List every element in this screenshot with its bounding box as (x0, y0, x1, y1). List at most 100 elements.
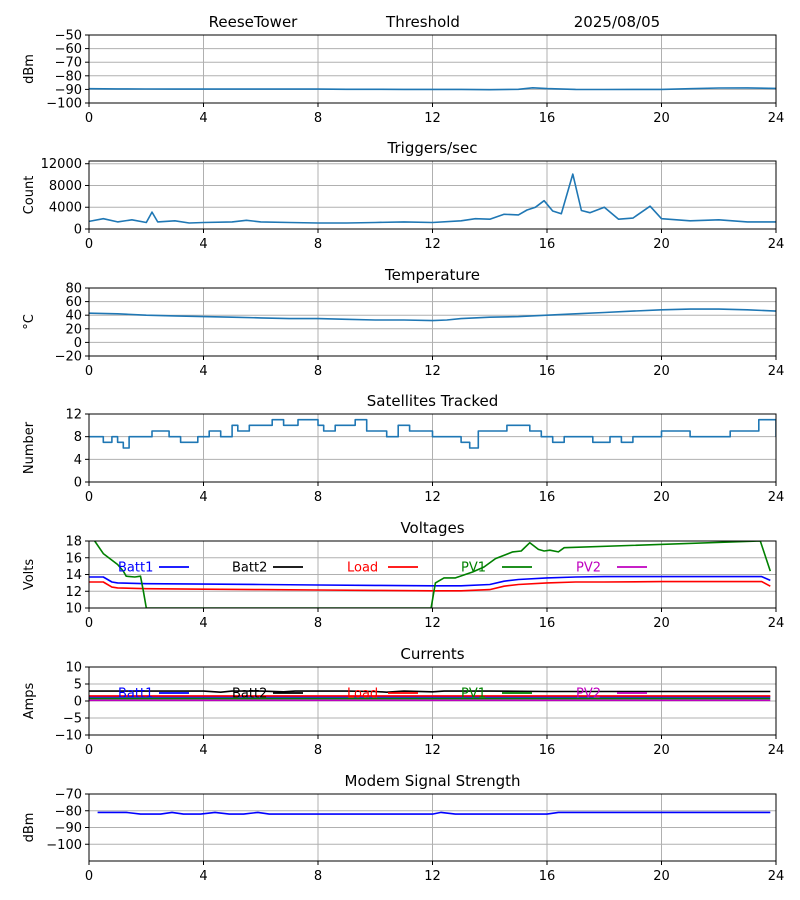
x-tick-label: 12 (424, 237, 441, 252)
y-tick-label: 0 (74, 223, 82, 238)
series-line-satellites (89, 418, 776, 449)
series-line-temperature (89, 308, 776, 322)
x-tick-label: 4 (199, 111, 207, 126)
x-tick-label: 24 (768, 111, 785, 126)
legend-label-pv1: PV1 (461, 561, 486, 576)
y-tick-label: −60 (55, 42, 82, 57)
x-tick-label: 16 (539, 616, 556, 631)
x-tick-label: 12 (424, 869, 441, 884)
x-tick-label: 16 (539, 364, 556, 379)
series-line-triggers (89, 173, 776, 224)
y-tick-label: −70 (55, 788, 82, 803)
station-name: ReeseTower (209, 13, 299, 31)
y-tick-label: −100 (46, 838, 82, 853)
x-tick-label: 20 (653, 743, 670, 758)
x-tick-label: 12 (424, 616, 441, 631)
y-tick-label: 20 (65, 322, 82, 337)
x-tick-label: 0 (85, 237, 93, 252)
y-tick-label: 5 (74, 678, 82, 693)
y-tick-label: 10 (65, 661, 82, 676)
y-axis-label: Count (22, 176, 37, 215)
x-tick-label: 8 (314, 743, 322, 758)
legend-label-batt2: Batt2 (232, 687, 267, 702)
x-tick-label: 0 (85, 869, 93, 884)
y-tick-label: −90 (55, 83, 82, 98)
series-line-load (89, 580, 771, 592)
legend-label-pv2: PV2 (576, 687, 601, 702)
y-tick-label: 40 (65, 309, 82, 324)
x-tick-label: 24 (768, 237, 785, 252)
y-tick-label: 80 (65, 282, 82, 297)
x-tick-label: 16 (539, 869, 556, 884)
y-tick-label: 12 (65, 408, 82, 423)
panel-title: Modem Signal Strength (345, 772, 521, 790)
x-tick-label: 24 (768, 616, 785, 631)
x-tick-label: 4 (199, 364, 207, 379)
y-tick-label: 4 (74, 453, 82, 468)
y-tick-label: 60 (65, 295, 82, 310)
x-tick-label: 24 (768, 364, 785, 379)
y-axis-label: °C (22, 314, 37, 330)
legend-label-batt1: Batt1 (118, 687, 153, 702)
x-tick-label: 0 (85, 616, 93, 631)
y-tick-label: 18 (65, 535, 82, 550)
x-tick-label: 20 (653, 869, 670, 884)
y-tick-label: −10 (55, 729, 82, 744)
x-tick-label: 24 (768, 743, 785, 758)
x-tick-label: 4 (199, 869, 207, 884)
legend-label-batt1: Batt1 (118, 561, 153, 576)
y-tick-label: 16 (65, 551, 82, 566)
panel-title: Voltages (400, 519, 464, 537)
y-tick-label: 0 (74, 476, 82, 491)
y-tick-label: 12000 (41, 157, 82, 172)
x-tick-label: 4 (199, 616, 207, 631)
date-label: 2025/08/05 (574, 13, 660, 31)
panel-satellites: 0 4 8 12 16 20 24 0 4 8 12 Satellites Tracked Number (22, 392, 784, 505)
x-tick-label: 16 (539, 111, 556, 126)
panel-triggers: 0 4 8 12 16 20 24 0 4000 8000 12000 Triggers/sec Cou… (22, 139, 784, 252)
x-tick-label: 8 (314, 869, 322, 884)
x-tick-label: 0 (85, 364, 93, 379)
x-tick-label: 8 (314, 490, 322, 505)
y-axis-label: Number (22, 421, 37, 474)
x-tick-label: 20 (653, 237, 670, 252)
x-tick-label: 16 (539, 490, 556, 505)
series-line-modem (97, 811, 771, 815)
x-tick-label: 8 (314, 364, 322, 379)
panel-title: Triggers/sec (387, 139, 478, 157)
x-tick-label: 20 (653, 111, 670, 126)
panel-modem: 0 4 8 12 16 20 24 −100 −90 −80−70 Modem Signal Str… (22, 772, 784, 884)
x-tick-label: 4 (199, 490, 207, 505)
x-tick-label: 4 (199, 237, 207, 252)
x-tick-label: 16 (539, 237, 556, 252)
panel-title: Satellites Tracked (367, 392, 498, 410)
y-tick-label: −20 (55, 350, 82, 365)
x-tick-label: 4 (199, 743, 207, 758)
x-tick-label: 8 (314, 616, 322, 631)
y-tick-label: −80 (55, 804, 82, 819)
x-tick-label: 8 (314, 111, 322, 126)
legend-label-pv2: PV2 (576, 561, 601, 576)
x-tick-label: 24 (768, 869, 785, 884)
panel-title: Temperature (384, 266, 480, 284)
y-tick-label: 8 (74, 430, 82, 445)
y-tick-label: 14 (65, 568, 82, 583)
y-axis-label: Volts (22, 559, 37, 591)
x-tick-label: 12 (424, 490, 441, 505)
y-tick-label: −70 (55, 56, 82, 71)
x-tick-label: 12 (424, 111, 441, 126)
y-axis-label: dBm (22, 54, 37, 84)
series-line-pv1 (94, 541, 772, 608)
y-tick-label: 8000 (49, 179, 82, 194)
panel-threshold: 0 4 8 12 16 20 24 −100−90−80−70−60−50 dBm (22, 29, 784, 127)
x-tick-label: 16 (539, 743, 556, 758)
legend-label-batt2: Batt2 (232, 561, 267, 576)
y-tick-label: −50 (55, 29, 82, 44)
y-tick-label: −5 (63, 712, 82, 727)
panel-currents: 0 4 8 12 16 20 24 −10 −5 0 5 10 Currents Amps Batt1 Bat… (22, 645, 784, 758)
y-tick-label: 0 (74, 336, 82, 351)
